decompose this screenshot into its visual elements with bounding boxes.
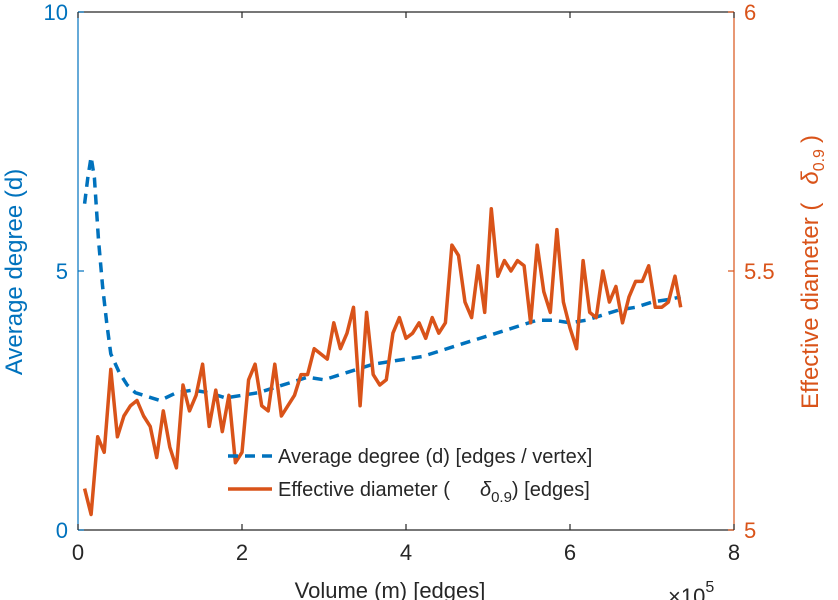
series-line-average-degree: [82, 155, 682, 403]
left-tick-label: 10: [44, 0, 68, 25]
right-tick-label: 5: [744, 518, 756, 543]
x-tick-label: 2: [236, 540, 248, 565]
right-axis-label: Effective diameter (δ0.9): [797, 135, 828, 409]
left-tick-label: 5: [56, 259, 68, 284]
series-layer: [82, 155, 683, 517]
x-tick-label: 6: [564, 540, 576, 565]
left-y-axis: 0 5 10: [44, 0, 84, 543]
legend-label-average-degree: Average degree (d) [edges / vertex]: [278, 446, 592, 468]
x-tick-label: 0: [72, 540, 84, 565]
x-axis-exponent: ×105: [668, 579, 714, 600]
x-tick-label: 8: [728, 540, 740, 565]
left-axis-label: Average degree (d): [1, 169, 28, 375]
legend-label-effective-diameter: Effective diameter (δ0.9) [edges]: [278, 479, 590, 506]
left-tick-label: 0: [56, 518, 68, 543]
right-tick-label: 6: [744, 0, 756, 25]
right-tick-label: 5.5: [744, 259, 775, 284]
x-axis-label: Volume (m) [edges]: [295, 578, 486, 600]
series-line-effective-diameter: [82, 207, 683, 517]
x-axis: 0 2 4 6 8: [72, 12, 740, 565]
right-y-axis: 55.56: [728, 0, 775, 543]
x-tick-label: 4: [400, 540, 412, 565]
legend: Average degree (d) [edges / vertex] Effe…: [228, 446, 592, 506]
